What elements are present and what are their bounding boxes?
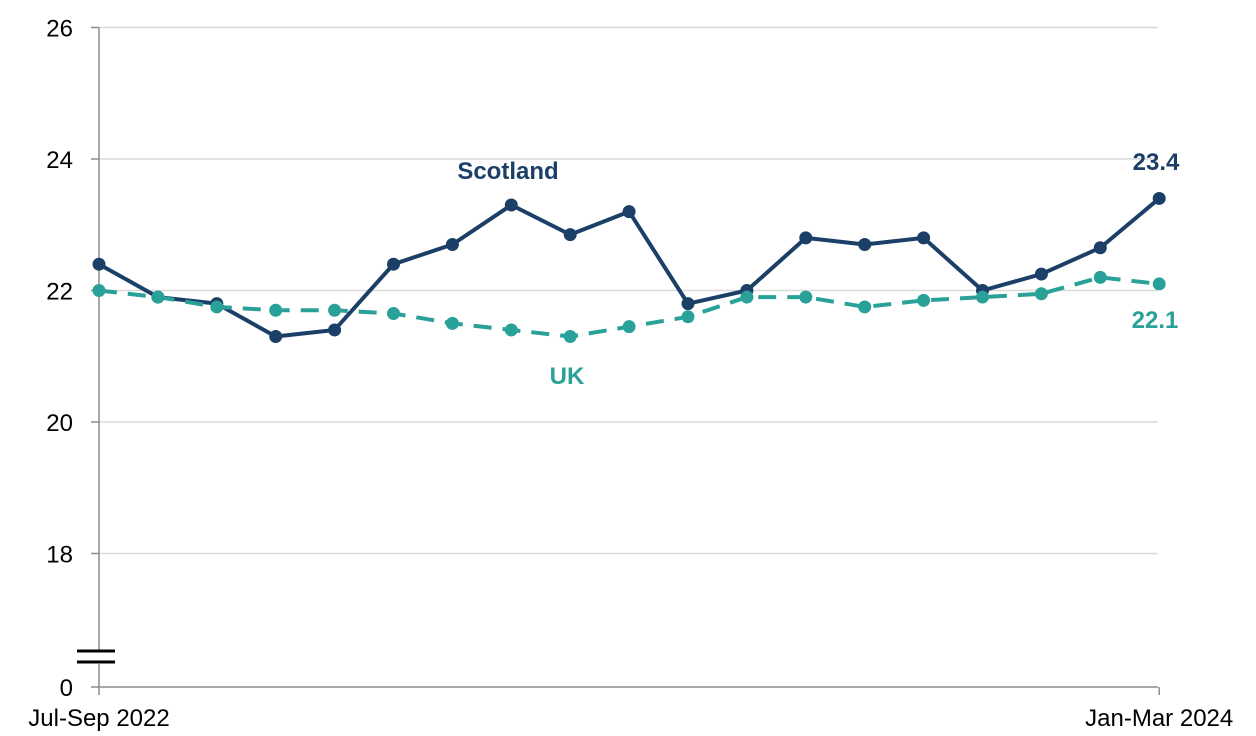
- data-point: [799, 231, 813, 245]
- data-point: [387, 257, 400, 271]
- axis-break-icon: [77, 649, 121, 664]
- data-point: [799, 290, 813, 304]
- data-point: [622, 320, 636, 334]
- data-point: [858, 300, 872, 314]
- series-name-label: Scotland: [457, 158, 558, 185]
- series-uk: [92, 270, 1166, 344]
- data-point: [976, 290, 989, 304]
- data-point: [681, 310, 695, 324]
- series-line: [98, 196, 1161, 339]
- series-labels: Scotland 23.4 UK 22.1: [457, 149, 1180, 390]
- data-point: [563, 330, 577, 344]
- x-tick-label: Jan-Mar 2024: [1085, 705, 1233, 732]
- axes: [77, 26, 1160, 695]
- data-point: [1152, 277, 1166, 291]
- series-name-label: UK: [550, 363, 585, 390]
- data-point: [445, 237, 459, 251]
- data-point: [1152, 191, 1166, 205]
- y-tick-label: 0: [60, 675, 73, 702]
- data-point: [445, 316, 459, 330]
- y-tick-label: 26: [46, 16, 73, 43]
- data-point: [563, 228, 577, 242]
- x-tick-label: Jul-Sep 2022: [28, 705, 169, 732]
- y-tick-labels: 0 18 20 22 24 26: [46, 16, 73, 703]
- data-point: [210, 300, 224, 314]
- data-point: [92, 257, 106, 271]
- data-point: [504, 323, 518, 337]
- y-tick-label: 24: [46, 147, 73, 174]
- data-point: [269, 330, 283, 344]
- data-point: [740, 290, 754, 304]
- data-point: [681, 297, 695, 311]
- data-point: [1093, 241, 1107, 255]
- y-tick-label: 22: [46, 279, 73, 306]
- data-point: [151, 290, 165, 304]
- data-point: [917, 293, 931, 307]
- series-end-value-label: 22.1: [1132, 307, 1179, 334]
- data-point: [1093, 270, 1107, 284]
- data-point: [917, 231, 931, 245]
- data-point: [328, 303, 342, 317]
- series-end-value-label: 23.4: [1133, 149, 1180, 176]
- data-point: [328, 323, 342, 337]
- data-point: [387, 307, 400, 321]
- data-point: [504, 198, 518, 212]
- data-point: [1034, 287, 1048, 301]
- y-tick-label: 20: [46, 410, 73, 437]
- data-point: [858, 237, 872, 251]
- data-point: [1034, 267, 1048, 281]
- data-point: [622, 205, 636, 219]
- gridlines: [99, 26, 1158, 555]
- x-tick-labels: Jul-Sep 2022 Jan-Mar 2024: [28, 705, 1233, 732]
- data-point: [269, 303, 283, 317]
- data-point: [92, 284, 106, 297]
- series-layer: [92, 191, 1166, 344]
- y-tick-label: 18: [46, 542, 73, 569]
